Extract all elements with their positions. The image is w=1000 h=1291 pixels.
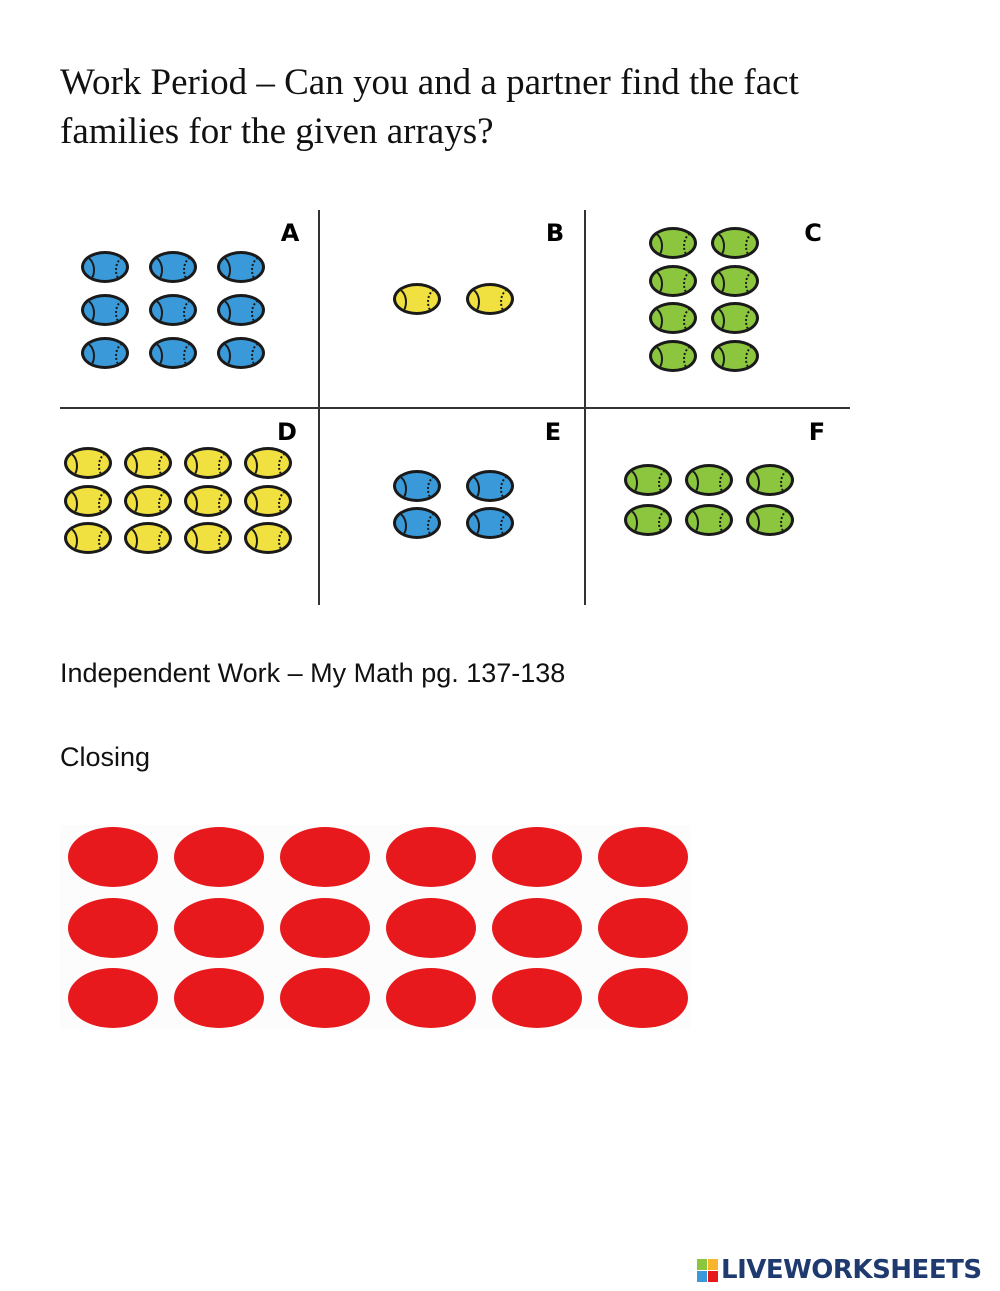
ball-icon — [64, 484, 112, 517]
red-counter — [280, 897, 370, 958]
red-counter — [68, 827, 158, 887]
ball-icon — [711, 227, 759, 259]
logo-block — [697, 1270, 707, 1282]
ball-icon — [711, 339, 759, 372]
ball-icon — [184, 522, 232, 554]
array-label-a: A — [280, 219, 300, 247]
red-counter — [598, 968, 688, 1028]
page-title: Work Period – Can you and a partner find… — [60, 62, 799, 152]
ball-icon — [685, 504, 733, 536]
independent-work-text: Independent Work – My Math pg. 137-138 — [60, 658, 566, 688]
red-counter — [386, 968, 476, 1028]
ball-icon — [649, 227, 697, 259]
ball-icon — [81, 337, 129, 369]
ball-icon — [393, 507, 441, 539]
red-counter — [68, 897, 158, 958]
ball-icon — [124, 522, 172, 554]
ball-icon — [217, 294, 265, 326]
red-counter — [598, 827, 688, 887]
ball-icon — [217, 251, 265, 283]
ball-icon — [244, 484, 292, 517]
ball-icon — [217, 337, 265, 369]
ball-icon — [124, 484, 172, 517]
ball-icon — [711, 264, 759, 297]
ball-icon — [685, 464, 733, 496]
ball-icon — [746, 464, 794, 496]
ball-icon — [624, 464, 672, 496]
ball-icon — [149, 294, 197, 326]
red-counter — [280, 968, 370, 1028]
liveworksheets-logo: LIVEWORKSHEETS — [697, 1255, 982, 1285]
ball-icon — [64, 447, 112, 479]
red-counter — [598, 897, 688, 958]
array-label-b: B — [545, 219, 565, 247]
ball-icon — [466, 470, 514, 502]
red-counter — [68, 968, 158, 1028]
ball-icon — [244, 522, 292, 554]
logo-text: LIVEWORKSHEETS — [721, 1255, 982, 1285]
red-counter — [280, 827, 370, 887]
ball-icon — [649, 264, 697, 297]
ball-icon — [466, 283, 514, 315]
ball-icon — [624, 504, 672, 536]
ball-icon — [184, 484, 232, 517]
ball-icon — [746, 504, 794, 536]
ball-icon — [81, 294, 129, 326]
ball-icon — [711, 302, 759, 334]
ball-icon — [149, 251, 197, 283]
ball-icon — [649, 302, 697, 334]
array-label-d: D — [277, 418, 297, 446]
grid-divider — [60, 407, 850, 409]
ball-icon — [393, 470, 441, 502]
ball-icon — [184, 447, 232, 479]
ball-icon — [124, 447, 172, 479]
array-label-c: C — [804, 219, 822, 247]
ball-icon — [149, 337, 197, 369]
ball-icon — [244, 447, 292, 479]
red-counter — [492, 827, 582, 887]
logo-block — [708, 1270, 718, 1282]
logo-icon — [697, 1258, 718, 1282]
ball-icon — [649, 339, 697, 372]
array-label-e: E — [544, 418, 562, 446]
logo-block — [708, 1258, 718, 1270]
ball-icon — [466, 507, 514, 539]
closing-array — [60, 825, 690, 1030]
logo-block — [697, 1258, 707, 1270]
ball-icon — [81, 251, 129, 283]
ball-icon — [64, 522, 112, 554]
red-counter — [386, 897, 476, 958]
red-counter — [174, 897, 264, 958]
array-label-f: F — [808, 418, 826, 446]
red-counter — [492, 968, 582, 1028]
red-counter — [492, 897, 582, 958]
ball-icon — [393, 283, 441, 315]
red-counter — [174, 968, 264, 1028]
red-counter — [386, 827, 476, 887]
red-counter — [174, 827, 264, 887]
closing-heading: Closing — [60, 742, 151, 772]
